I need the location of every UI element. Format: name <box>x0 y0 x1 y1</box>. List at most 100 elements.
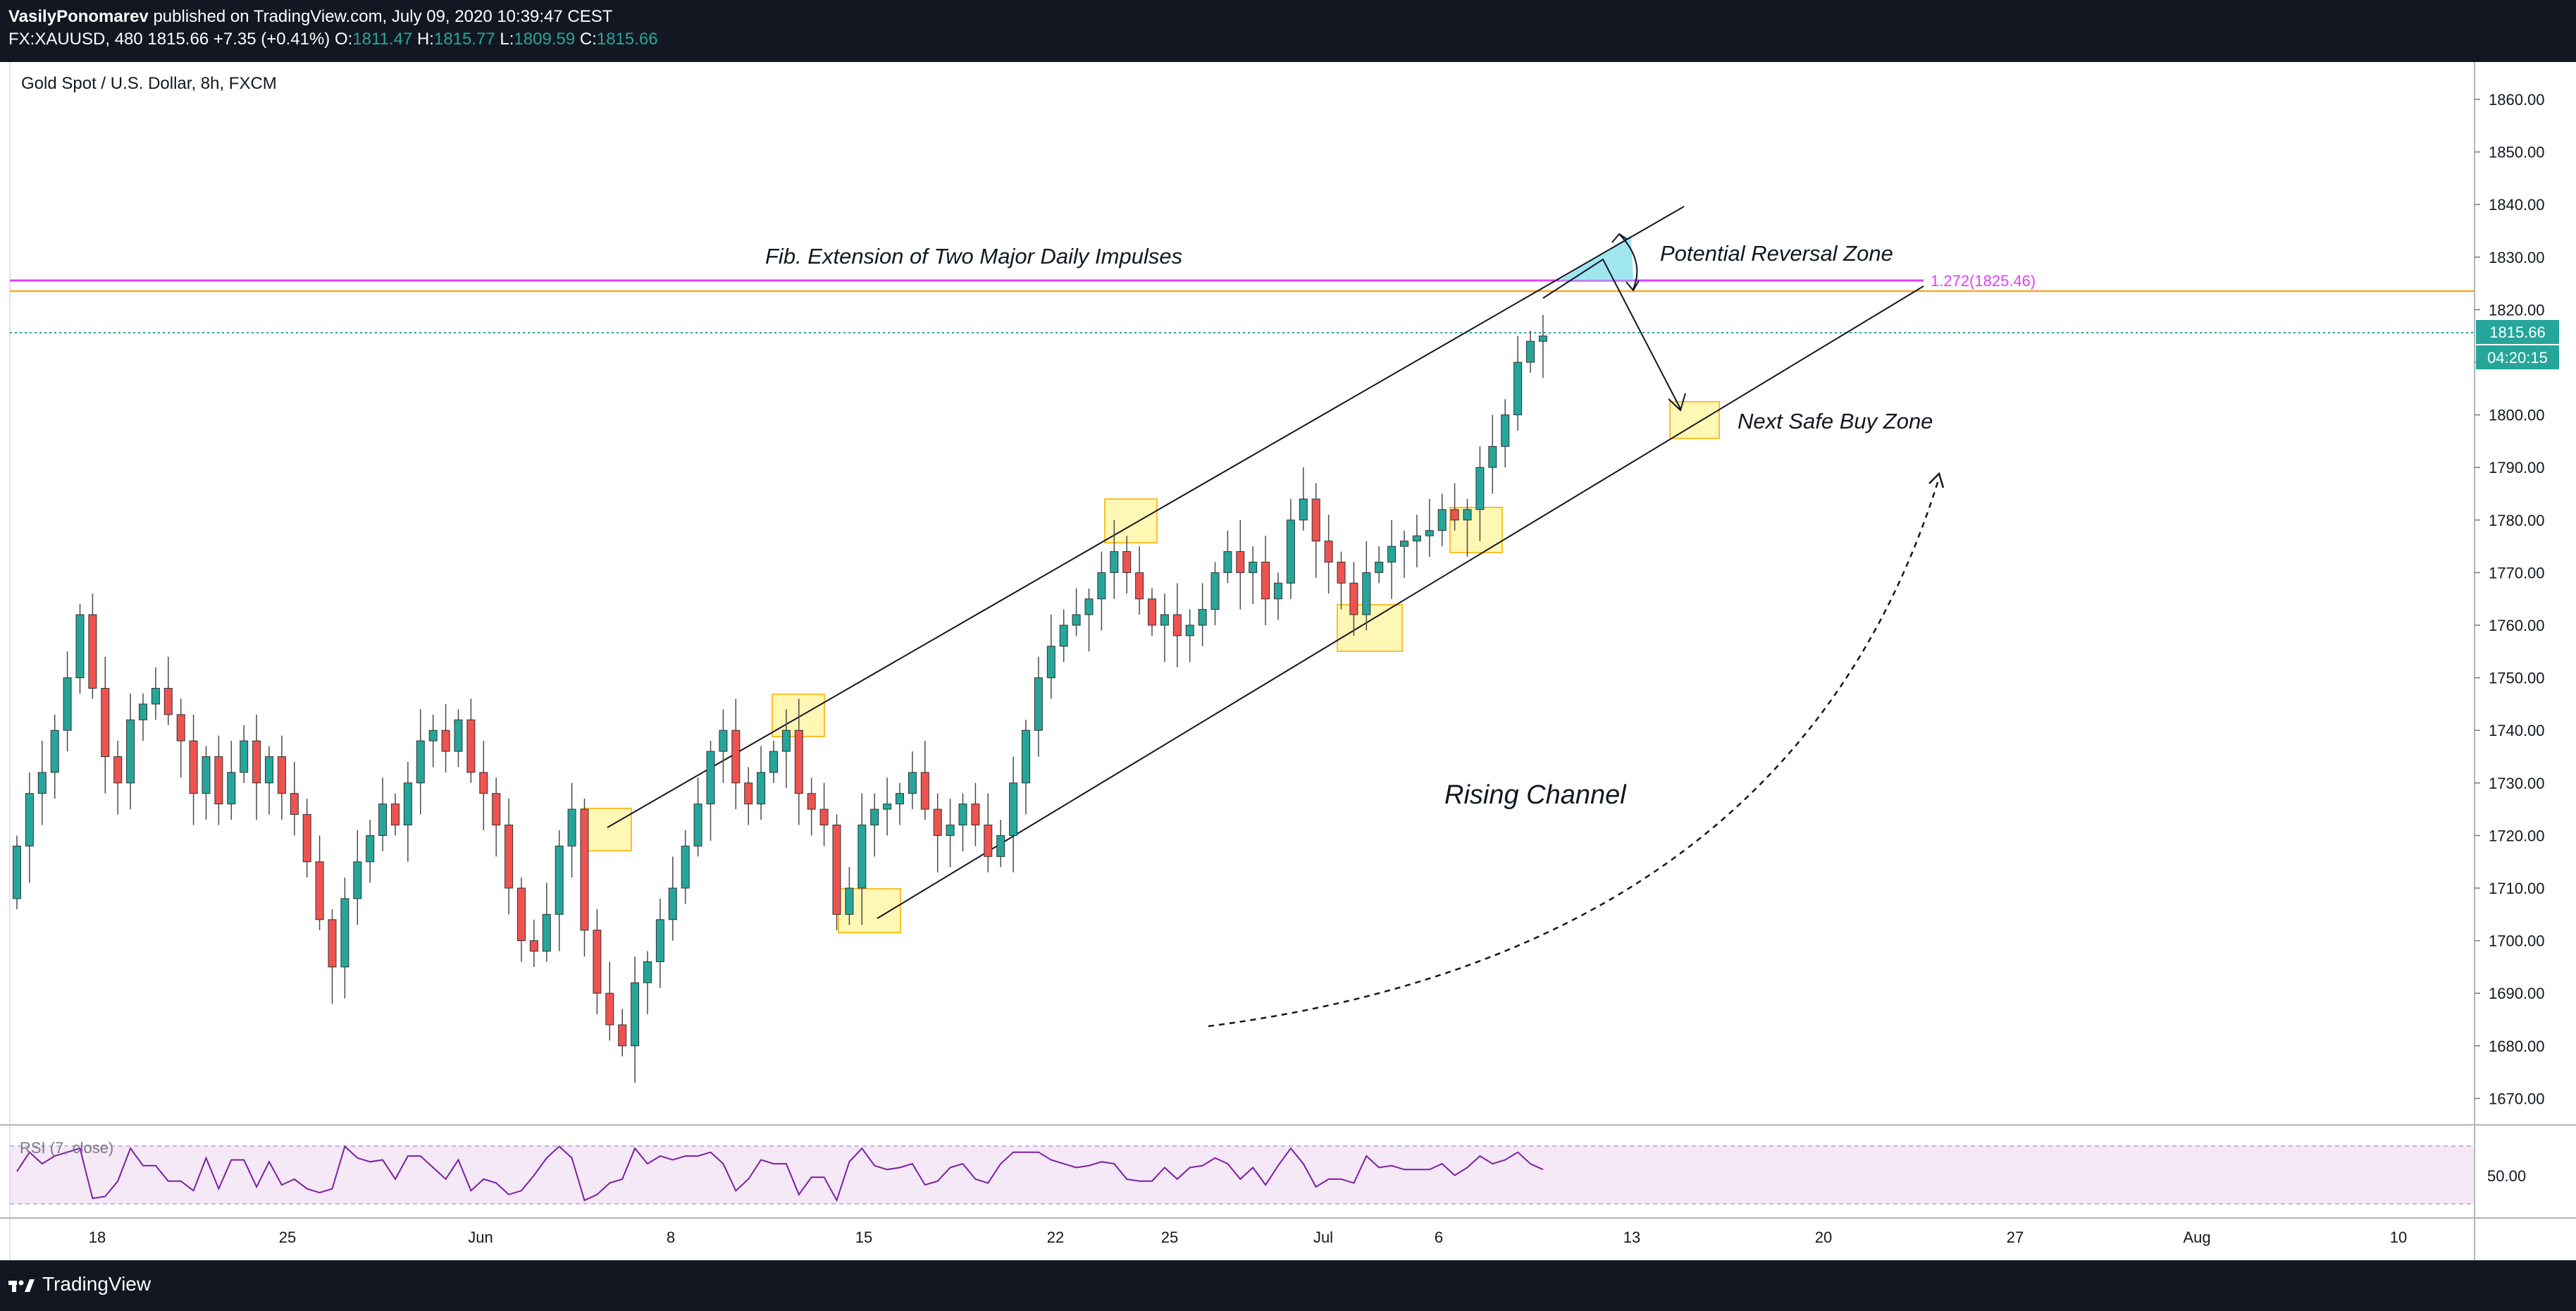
candle[interactable] <box>946 799 955 868</box>
candle[interactable] <box>1337 551 1346 610</box>
candle[interactable] <box>1375 546 1384 584</box>
rsi-line[interactable] <box>16 1145 1544 1202</box>
candle[interactable] <box>655 898 664 988</box>
candle[interactable] <box>391 793 400 836</box>
candle[interactable] <box>189 714 198 825</box>
candle[interactable] <box>1475 446 1485 541</box>
candle[interactable] <box>1412 515 1421 567</box>
candle[interactable] <box>1135 546 1144 615</box>
candle[interactable] <box>794 698 803 825</box>
candle[interactable] <box>88 593 97 699</box>
candle[interactable] <box>366 820 375 883</box>
price-chart[interactable]: Gold Spot / U.S. Dollar, 8h, FXCM 1860.0… <box>0 62 2576 1260</box>
candle[interactable] <box>1236 519 1245 610</box>
candle[interactable] <box>1274 572 1282 620</box>
candle[interactable] <box>1210 562 1220 625</box>
candle[interactable] <box>315 835 324 930</box>
candle[interactable] <box>1286 498 1295 599</box>
candle[interactable] <box>163 656 173 725</box>
candle[interactable] <box>1084 588 1094 652</box>
candle[interactable] <box>63 651 72 752</box>
chart-area[interactable]: Gold Spot / U.S. Dollar, 8h, FXCM 1860.0… <box>0 62 2576 1260</box>
candle[interactable] <box>428 714 438 768</box>
candle[interactable] <box>896 782 904 825</box>
candle[interactable] <box>277 735 286 820</box>
candle[interactable] <box>1463 498 1472 558</box>
candle[interactable] <box>126 693 135 810</box>
candle[interactable] <box>1160 593 1169 663</box>
candle[interactable] <box>681 830 690 904</box>
candle[interactable] <box>101 656 110 794</box>
candle[interactable] <box>781 709 791 789</box>
author-name[interactable]: VasilyPonomarev <box>8 7 149 26</box>
candle[interactable] <box>1362 541 1371 631</box>
fib-annotation[interactable]: Fib. Extension of Two Major Daily Impuls… <box>765 244 1182 269</box>
channel-annotation[interactable]: Rising Channel <box>1444 780 1627 810</box>
candle[interactable] <box>1110 519 1119 599</box>
candle[interactable] <box>176 698 185 778</box>
candle[interactable] <box>1538 314 1547 378</box>
candle[interactable] <box>920 741 929 820</box>
candle[interactable] <box>479 741 488 830</box>
candle[interactable] <box>631 956 640 1083</box>
candle[interactable] <box>618 1009 627 1057</box>
candle[interactable] <box>202 746 211 820</box>
candle[interactable] <box>1122 536 1132 594</box>
candle[interactable] <box>302 799 311 878</box>
candle[interactable] <box>441 703 450 773</box>
candle[interactable] <box>807 777 816 836</box>
candle[interactable] <box>1097 551 1106 631</box>
candle[interactable] <box>113 741 123 815</box>
candle[interactable] <box>492 777 501 857</box>
candle[interactable] <box>517 878 526 962</box>
candle[interactable] <box>567 782 576 878</box>
candle[interactable] <box>151 667 160 720</box>
candle[interactable] <box>529 919 538 967</box>
candle[interactable] <box>996 820 1005 868</box>
candle[interactable] <box>971 782 980 847</box>
candle[interactable] <box>1148 588 1156 636</box>
candle[interactable] <box>13 835 21 909</box>
candle[interactable] <box>240 725 249 783</box>
candle[interactable] <box>1059 609 1068 663</box>
candle[interactable] <box>542 882 551 962</box>
buy-zone-annotation[interactable]: Next Safe Buy Zone <box>1738 409 1933 433</box>
time-axis[interactable]: 18 25 Jun 8 15 22 25 Jul 6 13 20 27 Aug 10 <box>89 1229 2407 1246</box>
candle[interactable] <box>25 772 34 883</box>
candle[interactable] <box>403 761 412 862</box>
candle[interactable] <box>958 793 967 851</box>
candle[interactable] <box>1501 399 1510 468</box>
candle[interactable] <box>593 909 602 1015</box>
candle[interactable] <box>416 709 425 815</box>
candle[interactable] <box>1034 656 1043 757</box>
candle[interactable] <box>1437 493 1447 547</box>
candle[interactable] <box>819 782 829 847</box>
candle[interactable] <box>845 867 854 925</box>
candle[interactable] <box>340 878 349 999</box>
candle[interactable] <box>37 741 47 825</box>
zone-2[interactable] <box>772 694 825 737</box>
candle[interactable] <box>1299 467 1308 531</box>
candle[interactable] <box>265 746 273 815</box>
reversal-annotation[interactable]: Potential Reversal Zone <box>1660 241 1893 266</box>
candle[interactable] <box>832 814 841 930</box>
channel-upper-line[interactable] <box>607 206 1685 828</box>
candle[interactable] <box>933 793 942 873</box>
candle[interactable] <box>1072 588 1081 636</box>
candle[interactable] <box>454 709 463 768</box>
candle[interactable] <box>1223 530 1232 584</box>
candle[interactable] <box>984 793 993 873</box>
candle[interactable] <box>252 714 261 820</box>
candle[interactable] <box>504 799 514 915</box>
candle[interactable] <box>605 961 614 1041</box>
candle[interactable] <box>580 799 589 956</box>
candle[interactable] <box>1046 615 1055 699</box>
tradingview-logo[interactable]: TradingView <box>8 1273 151 1295</box>
candle[interactable] <box>757 746 766 820</box>
candle[interactable] <box>744 767 753 825</box>
candle[interactable] <box>1349 562 1358 636</box>
candle[interactable] <box>75 604 85 694</box>
candle[interactable] <box>1513 336 1523 431</box>
candle[interactable] <box>769 741 778 783</box>
zone-1[interactable] <box>581 808 632 851</box>
